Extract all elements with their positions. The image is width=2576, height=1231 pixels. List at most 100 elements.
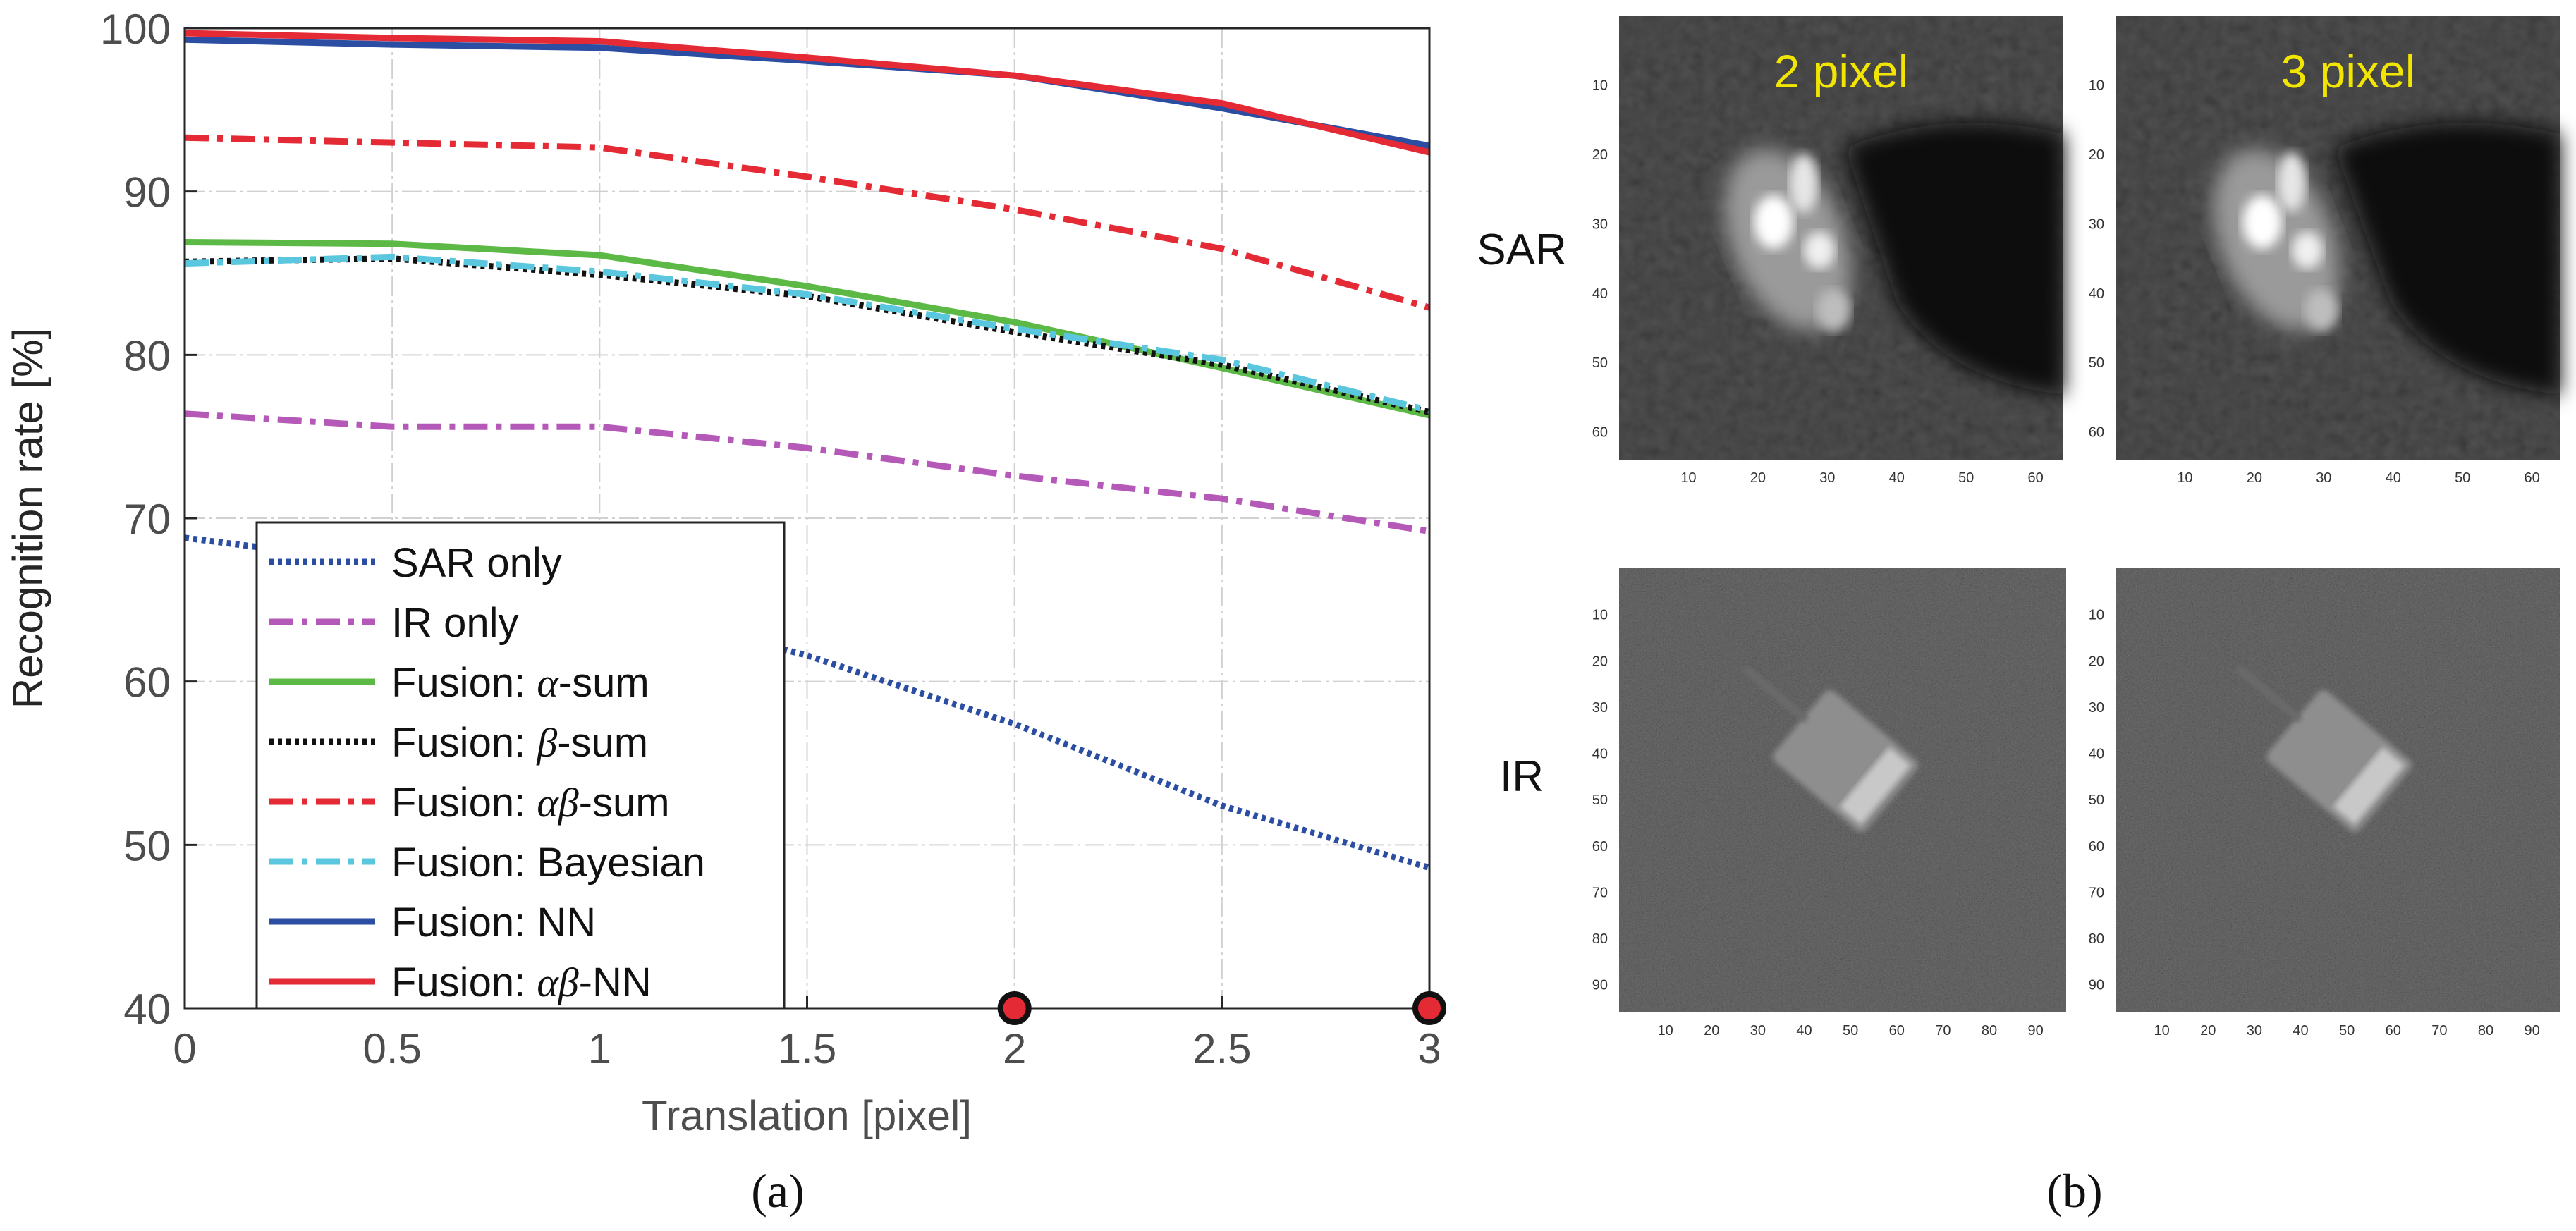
image-axes: 10 20 30 40 50 60 10 20 30 40 50 60 10 20 30 40 50 60 10 20… bbox=[1592, 78, 2540, 1039]
image-tick-label: 20 bbox=[1592, 654, 1608, 669]
image-tick-label: 40 bbox=[1796, 1023, 1812, 1039]
image-panel: SAR IR 2 pixel bbox=[1477, 16, 2560, 1039]
series-line-8 bbox=[184, 30, 1431, 156]
image-tick-label: 40 bbox=[1889, 470, 1905, 486]
sar-image-3px: 3 pixel bbox=[2116, 16, 2560, 460]
image-tick-label: 10 bbox=[2154, 1023, 2170, 1039]
image-tick-label: 80 bbox=[1592, 931, 1608, 947]
image-tick-label: 80 bbox=[2089, 931, 2104, 947]
y-tick-label: 80 bbox=[123, 332, 171, 379]
image-tick-label: 90 bbox=[2028, 1023, 2044, 1039]
image-tick-label: 30 bbox=[2089, 216, 2104, 232]
legend-label: Fusion: αβ-sum bbox=[391, 780, 670, 826]
panel-label-b: (b) bbox=[2046, 1164, 2102, 1218]
image-tick-label: 30 bbox=[1592, 216, 1608, 232]
image-tick-label: 60 bbox=[2089, 839, 2104, 855]
image-tick-label: 30 bbox=[2089, 700, 2104, 716]
image-tick-label: 20 bbox=[2247, 470, 2262, 486]
image-tick-label: 50 bbox=[1843, 1023, 1858, 1039]
image-tick-label: 10 bbox=[1592, 608, 1608, 623]
image-tick-label: 50 bbox=[1592, 355, 1608, 371]
image-tick-label: 60 bbox=[2525, 470, 2540, 486]
line-chart: 40 50 60 70 80 90 100 0 0.5 1 1.5 2 2.5 3 Recognitio… bbox=[4, 6, 1446, 1139]
image-tick-label: 60 bbox=[2028, 470, 2044, 486]
series-line-6 bbox=[184, 253, 1431, 414]
image-tick-label: 60 bbox=[2386, 1023, 2401, 1039]
y-tick-label: 50 bbox=[123, 822, 171, 869]
image-tick-label: 40 bbox=[2089, 286, 2104, 302]
image-tick-label: 50 bbox=[2089, 792, 2104, 808]
sar-image-2px: 2 pixel bbox=[1619, 16, 2063, 460]
image-tick-label: 80 bbox=[1982, 1023, 1997, 1039]
image-tick-label: 40 bbox=[2089, 747, 2104, 762]
highlight-marker bbox=[997, 991, 1032, 1025]
image-tick-label: 80 bbox=[2478, 1023, 2493, 1039]
ir-image-2px bbox=[1619, 568, 2066, 1012]
ir-target bbox=[1741, 664, 1918, 832]
y-tick-label: 100 bbox=[100, 6, 171, 53]
y-axis: 40 50 60 70 80 90 100 bbox=[100, 6, 197, 1033]
x-tick-label: 0 bbox=[173, 1025, 196, 1072]
image-tick-label: 30 bbox=[1592, 700, 1608, 716]
legend-label: Fusion: α-sum bbox=[391, 660, 649, 706]
image-tick-label: 10 bbox=[2089, 608, 2104, 623]
x-tick-label: 2.5 bbox=[1192, 1025, 1251, 1072]
image-tick-label: 20 bbox=[2089, 654, 2104, 669]
panel-label-a: (a) bbox=[751, 1164, 804, 1218]
legend-label: IR only bbox=[391, 600, 519, 646]
series-line-3 bbox=[184, 238, 1431, 419]
grid bbox=[185, 28, 1429, 1008]
image-tick-label: 10 bbox=[1658, 1023, 1673, 1039]
ir-target bbox=[2235, 664, 2412, 832]
image-tick-label: 60 bbox=[1592, 839, 1608, 855]
series-layer bbox=[184, 30, 1431, 871]
x-tick-label: 1 bbox=[588, 1025, 611, 1072]
sar-shadow-region bbox=[2334, 123, 2560, 395]
series-line-7 bbox=[184, 36, 1430, 149]
ir-image-3px bbox=[2116, 568, 2560, 1012]
image-tick-label: 50 bbox=[1592, 792, 1608, 808]
series-line-4 bbox=[184, 255, 1431, 415]
image-tick-label: 70 bbox=[2089, 885, 2104, 900]
image-tick-label: 10 bbox=[2089, 78, 2104, 93]
image-tick-label: 40 bbox=[2386, 470, 2401, 486]
image-tick-label: 50 bbox=[2455, 470, 2470, 486]
y-axis-label: Recognition rate [%] bbox=[4, 328, 51, 709]
image-tick-label: 20 bbox=[1704, 1023, 1719, 1039]
x-axis: 0 0.5 1 1.5 2 2.5 3 bbox=[173, 996, 1441, 1072]
image-tick-label: 60 bbox=[1889, 1023, 1905, 1039]
image-tick-label: 50 bbox=[1958, 470, 1974, 486]
x-tick-label: 0.5 bbox=[362, 1025, 421, 1072]
image-tick-label: 20 bbox=[2089, 147, 2104, 163]
image-tick-label: 90 bbox=[2089, 978, 2104, 993]
image-tick-label: 20 bbox=[1592, 147, 1608, 163]
image-tick-label: 10 bbox=[1680, 470, 1696, 486]
sar-target-blob bbox=[2213, 149, 2340, 331]
image-tick-label: 30 bbox=[2247, 1023, 2262, 1039]
image-tick-label: 30 bbox=[1750, 1023, 1766, 1039]
legend-label: Fusion: Bayesian bbox=[391, 840, 705, 886]
image-tick-label: 90 bbox=[2525, 1023, 2540, 1039]
image-tick-label: 50 bbox=[2089, 355, 2104, 371]
x-axis-label: Translation [pixel] bbox=[642, 1092, 972, 1139]
image-tick-label: 60 bbox=[2089, 425, 2104, 441]
y-tick-label: 90 bbox=[123, 169, 171, 216]
legend-box bbox=[255, 521, 786, 1010]
legend-label: Fusion: β-sum bbox=[391, 720, 648, 766]
row-label-ir: IR bbox=[1500, 752, 1544, 801]
image-tick-label: 30 bbox=[2316, 470, 2331, 486]
image-tick-label: 50 bbox=[2339, 1023, 2355, 1039]
x-tick-label: 3 bbox=[1417, 1025, 1441, 1072]
image-tick-label: 70 bbox=[1592, 885, 1608, 900]
y-tick-label: 40 bbox=[123, 986, 171, 1033]
image-tick-label: 70 bbox=[1935, 1023, 1951, 1039]
image-tick-label: 40 bbox=[1592, 286, 1608, 302]
image-title-3px: 3 pixel bbox=[2281, 45, 2416, 97]
highlight-marker bbox=[1412, 991, 1446, 1025]
series-line-2 bbox=[184, 410, 1430, 534]
x-tick-label: 2 bbox=[1003, 1025, 1026, 1072]
x-tick-label: 1.5 bbox=[778, 1025, 836, 1072]
series-line-5 bbox=[184, 134, 1431, 311]
image-tick-label: 40 bbox=[1592, 747, 1608, 762]
